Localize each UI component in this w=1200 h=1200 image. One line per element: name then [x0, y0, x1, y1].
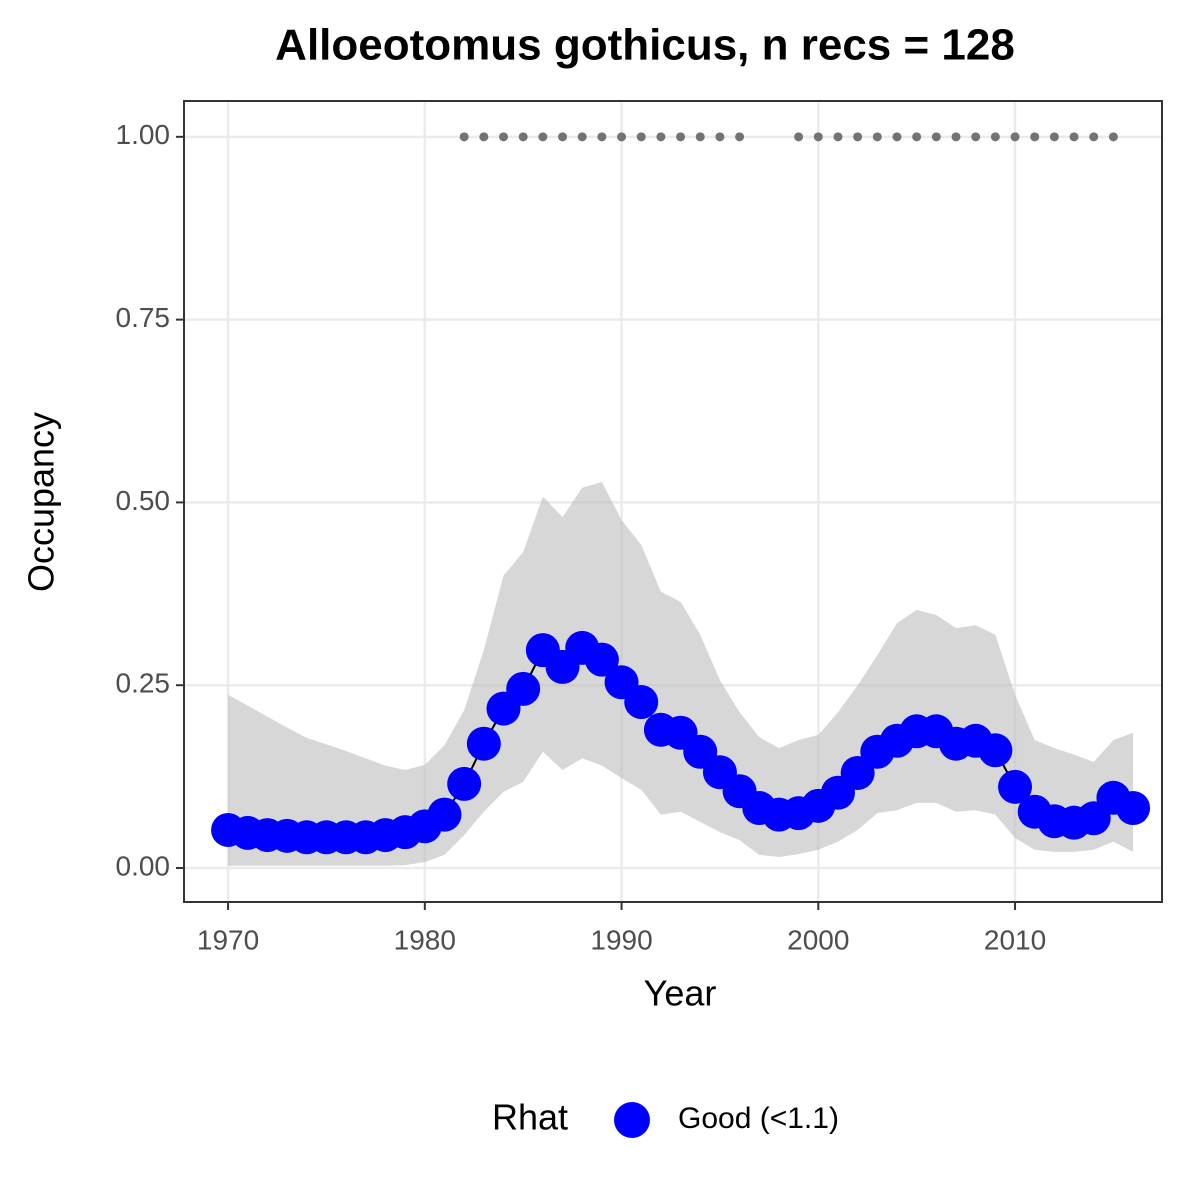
record-dot — [636, 132, 646, 142]
point — [584, 642, 619, 677]
record-dot — [892, 132, 902, 142]
y-tick-label: 0.25 — [116, 668, 171, 699]
y-tick-label: 1.00 — [116, 119, 171, 150]
x-tick-label: 1970 — [197, 924, 259, 955]
legend-label: Good (<1.1) — [678, 1102, 839, 1135]
record-dot — [971, 132, 981, 142]
plot-border — [183, 100, 1163, 903]
record-dot — [617, 132, 627, 142]
record-dot — [1089, 132, 1099, 142]
y-tick-label: 0.75 — [116, 302, 171, 333]
record-dot — [912, 132, 922, 142]
record-dot — [676, 132, 686, 142]
record-dot — [577, 132, 587, 142]
record-dot — [1049, 132, 1059, 142]
record-dot — [931, 132, 941, 142]
legend-title: Rhat — [492, 1097, 568, 1138]
y-axis-title: Occupancy — [21, 412, 62, 592]
record-dot — [872, 132, 882, 142]
record-dot — [1010, 132, 1020, 142]
record-dot — [794, 132, 804, 142]
record-dot — [1108, 132, 1118, 142]
point — [466, 726, 501, 761]
point — [447, 766, 482, 801]
point — [998, 769, 1033, 804]
record-dot — [558, 132, 568, 142]
x-tick-label: 1990 — [590, 924, 652, 955]
record-dot — [715, 132, 725, 142]
record-dot — [695, 132, 705, 142]
x-tick-label: 2010 — [984, 924, 1046, 955]
point — [1116, 791, 1151, 826]
point — [506, 671, 541, 706]
record-dot — [479, 132, 489, 142]
record-dot — [1030, 132, 1040, 142]
record-dot — [833, 132, 843, 142]
record-dot — [656, 132, 666, 142]
record-dot — [853, 132, 863, 142]
x-tick-label: 2000 — [787, 924, 849, 955]
ribbon — [228, 481, 1134, 866]
legend-marker — [614, 1102, 650, 1138]
record-dot — [518, 132, 528, 142]
x-tick-label: 1980 — [394, 924, 456, 955]
record-dot — [990, 132, 1000, 142]
record-dot — [499, 132, 509, 142]
point — [427, 797, 462, 832]
record-dot — [951, 132, 961, 142]
record-dot — [459, 132, 469, 142]
record-dot — [735, 132, 745, 142]
record-dot — [813, 132, 823, 142]
chart-title: Alloeotomus gothicus, n recs = 128 — [275, 21, 1015, 70]
point — [978, 733, 1013, 768]
x-axis-title: Year — [644, 973, 717, 1014]
point — [624, 685, 659, 720]
record-dot — [1069, 132, 1079, 142]
record-dot — [538, 132, 548, 142]
y-tick-label: 0.50 — [116, 485, 171, 516]
record-dot — [597, 132, 607, 142]
y-tick-label: 0.00 — [116, 850, 171, 881]
